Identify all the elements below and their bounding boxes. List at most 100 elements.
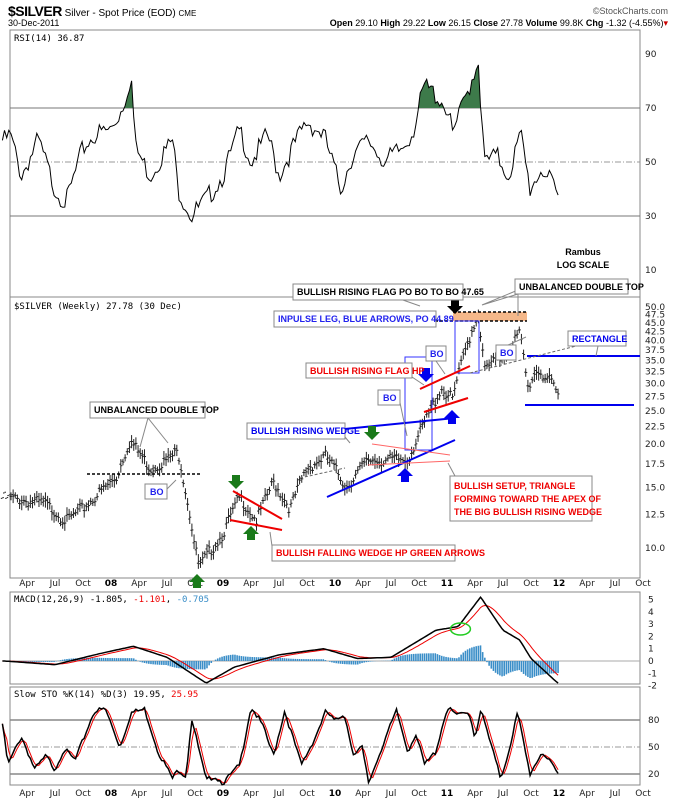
blue-up-arrow-icon [397,468,413,482]
x-axis-label: Jul [609,579,621,589]
chg-value: -1.32 (-4.55%) [605,18,664,28]
chart-date: 30-Dec-2011 [8,18,60,28]
setup-text-3: THE BIG BULLISH RISING WEDGE [454,507,602,517]
price-tick-label: 25.0 [645,407,665,417]
macd-signal-value: -1.101 [133,595,166,605]
falling-wedge-upper [232,490,283,520]
x-axis-label: 10 [329,789,342,799]
price-tick-label: 50.0 [645,303,665,313]
x-axis-label: 09 [217,579,230,589]
watermark: ©StockCharts.com [592,6,668,16]
x-axis-label: Oct [523,789,539,799]
sto-legend: Slow STO %K(14) %D(3) 19.95, 25.95 [14,690,198,700]
rising-wedge-text: BULLISH RISING WEDGE [251,426,360,436]
blue-up-arrow-icon [444,410,460,424]
macd-tick-label: -2 [648,682,657,692]
x-axis-label: Apr [19,579,35,589]
volume-label: Volume [525,18,558,28]
rectangle-text: RECTANGLE [572,334,627,344]
blue-down-arrow-icon [418,368,434,382]
x-axis-label: Oct [299,579,315,589]
black-down-arrow-icon [447,300,463,314]
sto-tick-label: 80 [648,716,660,726]
price-tick-label: 42.5 [645,327,665,337]
x-axis-label: Oct [411,789,427,799]
price-tick-label: 30.0 [645,380,665,390]
low-label: Low [427,18,446,28]
x-axis-label: 08 [105,579,118,589]
rsi-tick-label: 90 [645,50,657,60]
x-axis-label: Jul [385,789,397,799]
wedge-lower [326,439,456,498]
x-axis-label: Jul [497,579,509,589]
x-axis-label: Apr [19,789,35,799]
triangle-upper [371,443,451,456]
green-up-arrow-icon [243,526,259,540]
price-tick-label: 12.5 [645,511,665,521]
sto-k-value: 19.95 [133,690,160,700]
x-axis-label: Apr [131,789,147,799]
rsi-tick-label: 30 [645,212,657,222]
chg-label: Chg [585,18,604,28]
x-axis-label: Apr [243,789,259,799]
x-axis-label: Oct [635,579,651,589]
sto-k-line [1,706,559,786]
callout-rectangle: RECTANGLE [567,330,627,357]
callout-falling-wedge: BULLISH FALLING WEDGE HP GREEN ARROWS [269,531,485,562]
macd-tick-label: 0 [648,657,654,667]
setup-text-2: FORMING TOWARD THE APEX OF [454,494,602,504]
macd-signal-line [2,604,559,680]
rsi-tick-label: 70 [645,104,657,114]
x-axis-label: Jul [49,789,61,799]
high-value: 29.22 [402,18,426,28]
callout-rising-wedge: BULLISH RISING WEDGE [246,422,360,444]
macd-tick-label: 1 [648,645,654,655]
high-label: High [380,18,401,28]
macd-tick-label: 2 [648,632,654,642]
sto-tick-label: 50 [648,743,660,753]
flag-upper [419,365,471,390]
x-axis-label: Jul [385,579,397,589]
rsi-tick-label: 50 [645,158,657,168]
x-axis-label: 12 [553,579,566,589]
impulse-box-1 [404,356,433,451]
bo-text: BO [150,487,164,497]
double-top-left-text: UNBALANCED DOUBLE TOP [94,405,219,415]
x-axis-label: Oct [523,579,539,589]
macd-hist-value: -0.705 [177,595,210,605]
x-axis-label: Jul [49,579,61,589]
bo-text: BO [430,349,444,359]
triangle-lower [367,460,451,466]
x-axis-label: Oct [299,789,315,799]
falling-wedge-text: BULLISH FALLING WEDGE HP GREEN ARROWS [276,548,485,558]
sto-panel [9,686,641,786]
price-tick-label: 20.0 [645,440,665,450]
log-scale-label: LOG SCALE [557,260,610,270]
volume-value: 99.8K [559,18,584,28]
price-tick-label: 32.5 [645,368,665,378]
price-tick-label: 15.0 [645,483,665,493]
macd-tick-label: 4 [648,608,654,618]
flag-lower [423,397,469,413]
price-title: $SILVER (Weekly) 27.78 (30 Dec) [14,302,182,312]
macd-crossover-circle [449,622,472,636]
callout-flag-hp: BULLISH RISING FLAG HP [305,362,425,386]
x-axis-label: Oct [75,789,91,799]
callout-bo: BO [144,479,177,500]
wedge-dash [299,467,346,479]
x-axis-label: 12 [553,789,566,799]
instrument-name: Silver - Spot Price (EOD) [64,8,176,19]
rsi-tick-label: 10 [645,266,657,276]
callout-bo: BO [425,345,447,375]
price-tick-label: 47.5 [645,311,665,321]
quote-summary: Open 29.10 High 29.22 Low 26.15 Close 27… [330,18,668,29]
price-tick-label: 45.0 [645,319,665,329]
price-tick-label: 40.0 [645,336,665,346]
x-axis-label: Apr [579,579,595,589]
sto-d-value: 25.95 [171,690,198,700]
down-triangle-icon: ▾ [663,18,668,28]
x-axis-label: Apr [467,579,483,589]
price-tick-label: 35.0 [645,356,665,366]
x-axis-label: Jul [161,579,173,589]
macd-title: MACD(12,26,9) [14,595,84,605]
